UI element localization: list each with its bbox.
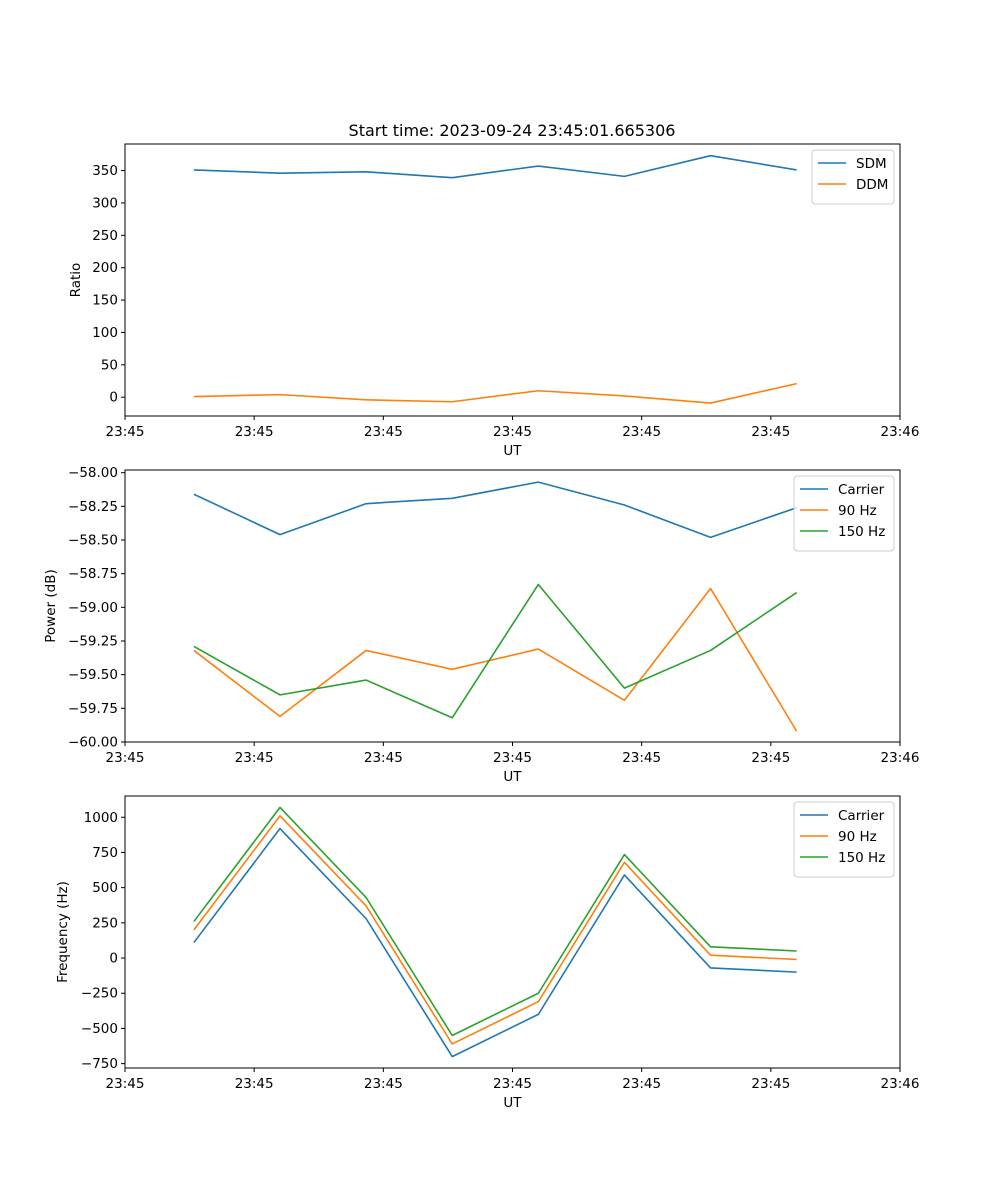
y-axis-label: Frequency (Hz) xyxy=(55,881,71,983)
series-line-ratio-ddm xyxy=(193,382,797,404)
x-tick-label: 23:45 xyxy=(235,1076,274,1092)
series-line-power-90-hz xyxy=(193,587,798,732)
series-line-frequency-carrier xyxy=(193,827,797,1058)
y-tick-label: −59.75 xyxy=(68,701,118,717)
legend-label: 90 Hz xyxy=(838,829,877,845)
x-tick-label: 23:45 xyxy=(235,424,274,440)
series-line-ratio-sdm xyxy=(193,154,797,179)
x-tick-label: 23:45 xyxy=(493,750,532,766)
series-line-power-150-hz xyxy=(193,583,798,719)
x-tick-label: 23:45 xyxy=(622,750,661,766)
y-tick-label: 150 xyxy=(92,293,118,309)
legend-power: Carrier 90 Hz 150 Hz xyxy=(793,475,895,552)
x-axis-label: UT xyxy=(503,1095,522,1111)
y-tick-label: 0 xyxy=(109,951,118,967)
legend-ratio: SDM DDM xyxy=(811,149,895,205)
x-tick-label: 23:45 xyxy=(622,1076,661,1092)
x-tick-label: 23:46 xyxy=(881,424,920,440)
y-tick-label: 200 xyxy=(92,260,118,276)
y-tick-label: −58.75 xyxy=(68,566,118,582)
legend-label: SDM xyxy=(856,156,887,172)
x-tick-label: 23:45 xyxy=(106,424,145,440)
panel-frequency: −750 −500 −250 0 250 500 750 1000 23:45 23:45 23:4… xyxy=(55,795,920,1111)
y-tick-label: 0 xyxy=(109,390,118,406)
legend-label: 150 Hz xyxy=(838,524,885,540)
x-tick-label: 23:46 xyxy=(881,750,920,766)
x-tick-label: 23:45 xyxy=(493,424,532,440)
y-tick-label: 350 xyxy=(92,163,118,179)
y-axis-label: Power (dB) xyxy=(43,569,59,642)
x-axis-label: UT xyxy=(503,443,522,459)
legend-label: DDM xyxy=(856,177,888,193)
series-line-power-carrier xyxy=(193,481,797,539)
x-tick-label: 23:45 xyxy=(106,1076,145,1092)
x-tick-label: 23:45 xyxy=(364,424,403,440)
y-tick-label: −58.50 xyxy=(68,533,118,549)
panels: 0 50 100 150 200 250 300 350 23:45 23:45 23:45 23:4… xyxy=(43,143,920,1111)
y-tick-label: −59.50 xyxy=(68,667,118,683)
y-tick-label: −59.25 xyxy=(68,634,118,650)
x-tick-label: 23:45 xyxy=(751,1076,790,1092)
legend-label: 150 Hz xyxy=(838,850,885,866)
figure-title: Start time: 2023-09-24 23:45:01.665306 xyxy=(349,121,676,140)
x-tick-label: 23:45 xyxy=(751,424,790,440)
series-line-frequency-90-hz xyxy=(193,815,797,1045)
x-axis-label: UT xyxy=(503,769,522,785)
x-tick-label: 23:45 xyxy=(364,1076,403,1092)
y-tick-label: 750 xyxy=(92,845,118,861)
panel-ratio: 0 50 100 150 200 250 300 350 23:45 23:45 23:45 23:4… xyxy=(68,143,920,459)
y-tick-label: 500 xyxy=(92,880,118,896)
x-tick-label: 23:45 xyxy=(106,750,145,766)
y-tick-label: −250 xyxy=(81,986,118,1002)
legend-label: Carrier xyxy=(838,482,885,498)
x-tick-label: 23:45 xyxy=(364,750,403,766)
x-tick-label: 23:45 xyxy=(493,1076,532,1092)
y-tick-label: 250 xyxy=(92,915,118,931)
series-line-frequency-150-hz xyxy=(193,806,797,1037)
x-tick-label: 23:45 xyxy=(622,424,661,440)
x-tick-label: 23:46 xyxy=(881,1076,920,1092)
y-tick-label: 50 xyxy=(101,357,118,373)
legend-label: 90 Hz xyxy=(838,503,877,519)
y-tick-label: 1000 xyxy=(84,810,118,826)
y-tick-label: −59.00 xyxy=(68,600,118,616)
y-tick-label: −58.25 xyxy=(68,499,118,515)
y-tick-label: −58.00 xyxy=(68,465,118,481)
y-tick-label: 300 xyxy=(92,195,118,211)
y-tick-label: −60.00 xyxy=(68,735,118,751)
panel-power: −60.00 −59.75 −59.50 −59.25 −59.00 −58.75 −58.… xyxy=(43,465,919,785)
legend-box xyxy=(793,475,895,552)
y-tick-label: 250 xyxy=(92,228,118,244)
legend-label: Carrier xyxy=(838,808,885,824)
x-tick-label: 23:45 xyxy=(235,750,274,766)
x-tick-label: 23:45 xyxy=(751,750,790,766)
legend-box xyxy=(793,801,895,878)
y-tick-label: −750 xyxy=(81,1056,118,1072)
y-tick-label: −500 xyxy=(81,1021,118,1037)
y-axis-label: Ratio xyxy=(68,263,84,298)
y-tick-label: 100 xyxy=(92,325,118,341)
legend-frequency: Carrier 90 Hz 150 Hz xyxy=(793,801,895,878)
